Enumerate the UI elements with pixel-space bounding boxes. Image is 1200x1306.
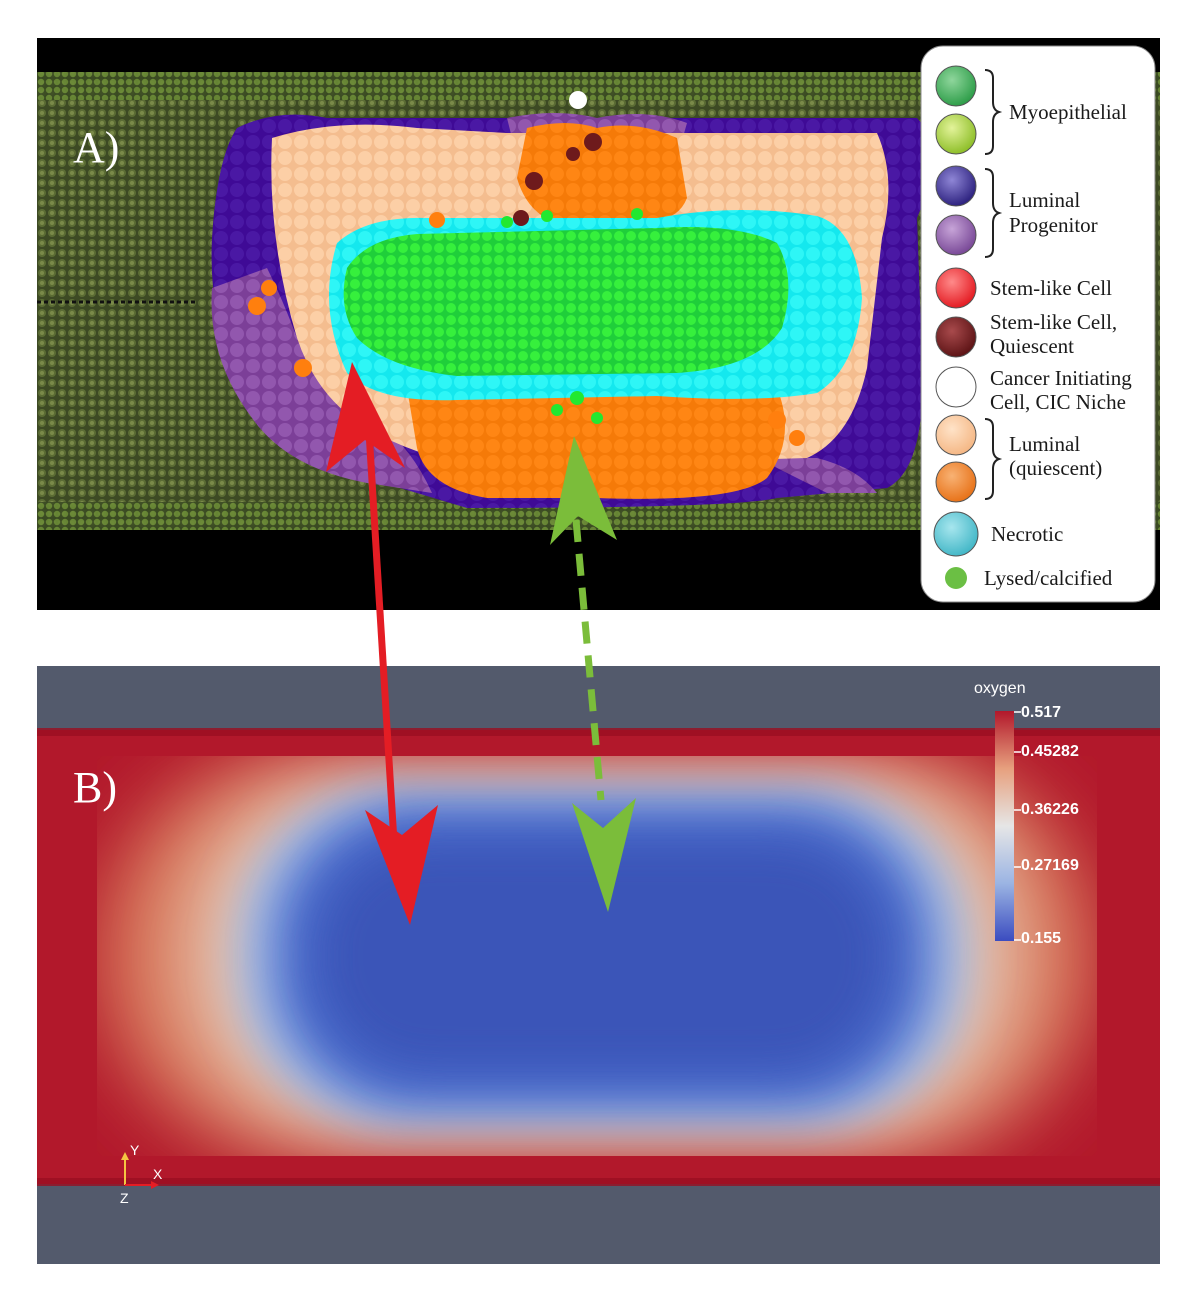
swatch-luminal-progenitor-2 [935,214,977,256]
legend [920,45,1156,603]
swatch-luminal-quiescent-2 [935,461,977,503]
colorbar-tick-max: 0.517 [1021,704,1062,721]
legend-label-stem-like-quiescent-1: Stem-like Cell, [990,310,1118,334]
oxygen-field-image [37,666,1160,1264]
legend-label-cancer-initiating-1: Cancer Initiating [990,366,1132,390]
legend-label-cancer-initiating-2: Cell, CIC Niche [990,390,1126,414]
legend-label-luminal: Luminal [1009,188,1081,212]
panel-b-oxygen-field: B) [37,666,1160,1264]
axis-label-z: Z [120,1190,129,1206]
colorbar-title: oxygen [974,680,1026,697]
legend-label-myoepithelial: Myoepithelial [1009,100,1127,124]
colorbar-tick-3: 0.36226 [1021,801,1079,818]
cell-simulation-image [37,45,1160,603]
legend-label-quiescent: (quiescent) [1009,456,1103,480]
swatch-luminal-progenitor-1 [935,165,977,207]
panel-a-label: A) [73,123,120,172]
legend-label-lysed-calcified: Lysed/calcified [984,566,1113,590]
colorbar-tick-4: 0.27169 [1021,857,1079,874]
legend-label-stem-like-quiescent-2: Quiescent [990,334,1074,358]
axis-triad [121,1152,159,1189]
swatch-stem-like-quiescent [935,316,977,358]
colorbar-tick-2: 0.45282 [1021,743,1079,760]
legend-label-necrotic: Necrotic [991,522,1064,546]
oxygen-colorbar [995,711,1014,941]
swatch-myoepithelial-2 [935,113,977,155]
axis-label-x: X [153,1166,163,1182]
swatch-cancer-initiating [935,366,977,408]
panel-a-cell-simulation: A) Myoepithelial Luminal Progenitor Stem… [37,38,1160,610]
swatch-luminal-quiescent-1 [935,414,977,456]
tumor-cell-mass [211,91,932,509]
panel-b-label: B) [73,763,117,812]
legend-label-stem-like-cell: Stem-like Cell [990,276,1112,300]
colorbar-ticks [1014,711,1021,941]
swatch-myoepithelial-1 [935,65,977,107]
swatch-lysed-calcified [945,567,967,589]
colorbar-tick-min: 0.155 [1021,930,1062,947]
cic-niche-cell [569,91,587,109]
legend-label-progenitor: Progenitor [1009,213,1098,237]
swatch-necrotic [933,511,979,557]
swatch-stem-like-cell [935,267,977,309]
legend-label-luminal-q: Luminal [1009,432,1081,456]
legend-braces [984,69,1003,500]
axis-label-y: Y [130,1142,140,1158]
